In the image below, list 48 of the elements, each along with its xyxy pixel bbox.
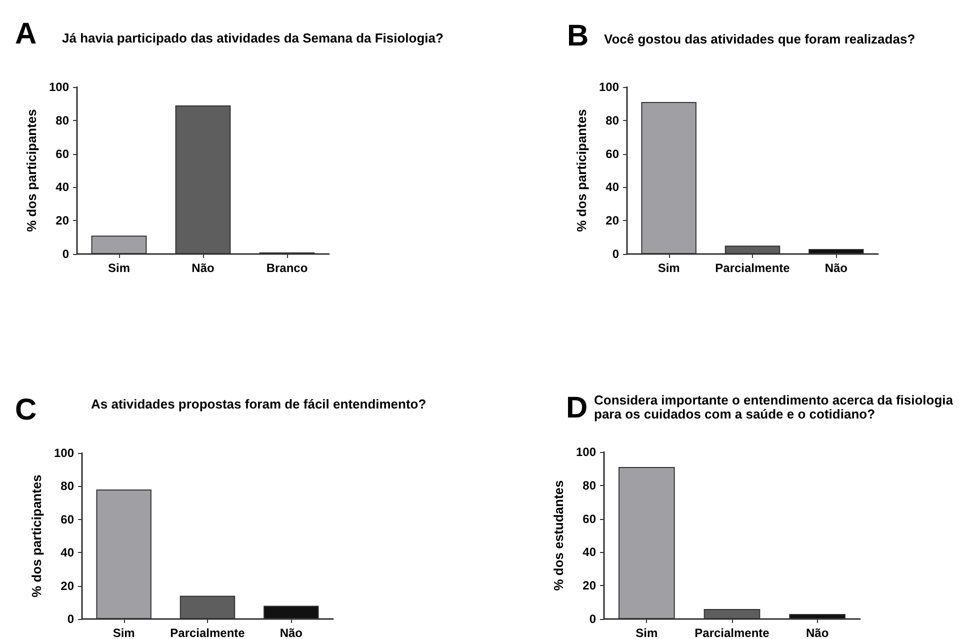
y-tick-label: 40	[60, 546, 74, 560]
y-tick-label: 80	[606, 113, 620, 128]
y-tick-label: 40	[606, 180, 620, 194]
y-tick-label: 20	[56, 214, 70, 228]
y-tick-label: 60	[56, 146, 70, 161]
y-tick-label: 60	[606, 146, 620, 161]
x-tick-label: Parcialmente	[694, 626, 770, 639]
y-tick-label: 0	[612, 247, 620, 261]
y-tick-label: 80	[60, 479, 74, 494]
chart-title: Considera importante o entendimento acerca da fisiologia para os cuidados com a saúde e o cotidiano?	[594, 392, 954, 422]
y-axis-title: % dos participantes	[24, 109, 40, 232]
y-tick-label: 0	[67, 612, 74, 626]
y-tick-label: 80	[56, 113, 70, 128]
chart-title: As atividades propostas foram de fácil entendimento?	[91, 396, 426, 412]
x-tick-label: Não	[806, 626, 829, 639]
x-tick-label: Não	[280, 626, 303, 639]
x-tick-label: Parcialmente	[170, 626, 246, 639]
text: A	[15, 18, 37, 50]
y-tick-label: 20	[60, 578, 74, 593]
text: B	[567, 20, 589, 52]
x-tick-label: Parcialmente	[715, 261, 790, 275]
y-axis-title: % dos participantes	[29, 474, 44, 598]
y-tick-label: 80	[582, 478, 596, 492]
x-tick-label: Não	[824, 261, 848, 275]
x-tick-label: Sim	[636, 626, 658, 639]
text: D	[566, 392, 588, 424]
y-tick-label: 100	[576, 445, 596, 459]
y-tick-label: 20	[606, 214, 620, 228]
y-tick-label: 60	[582, 512, 596, 526]
x-tick-label: Branco	[266, 261, 308, 275]
y-tick-label: 60	[60, 512, 74, 526]
chart-title: Já havia participado das atividades da Semana da Fisiologia?	[62, 30, 444, 46]
y-tick-label: 40	[582, 545, 596, 560]
y-tick-label: 0	[62, 247, 70, 261]
y-tick-label: 100	[48, 80, 70, 94]
x-tick-label: Não	[192, 261, 214, 275]
text: C	[15, 394, 37, 426]
chart-title: Você gostou das atividades que foram realizadas?	[604, 32, 916, 46]
y-tick-label: 100	[54, 446, 74, 460]
x-tick-label: Sim	[108, 261, 130, 275]
y-tick-label: 20	[582, 578, 596, 593]
y-axis-title: % dos estudantes	[551, 480, 566, 591]
y-axis-title: % dos participantes	[574, 109, 590, 232]
x-tick-label: Sim	[112, 626, 135, 639]
y-tick-label: 0	[589, 612, 596, 626]
x-tick-label: Sim	[658, 261, 680, 275]
y-tick-label: 100	[598, 80, 620, 94]
y-tick-label: 40	[56, 180, 70, 194]
